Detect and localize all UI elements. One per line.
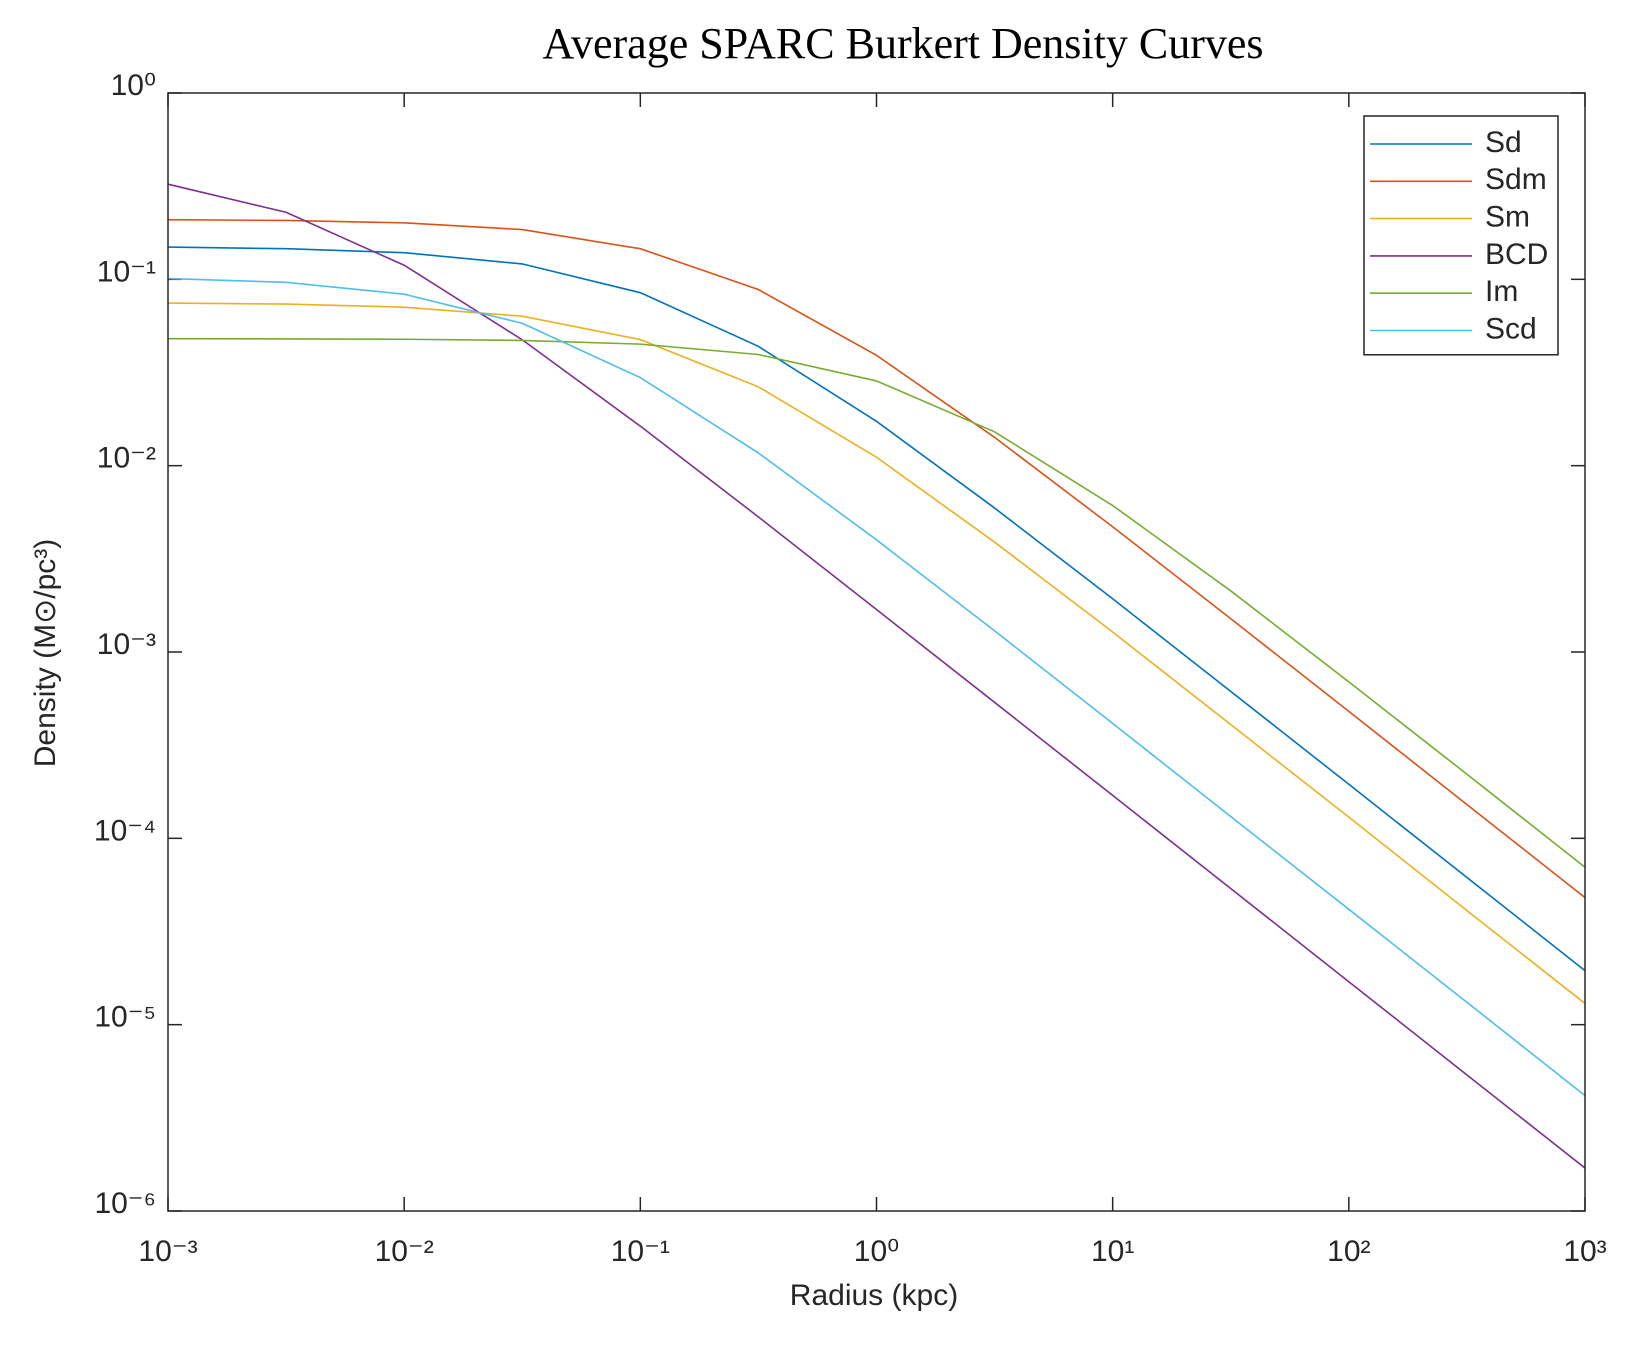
x-tick-label: 10² <box>1327 1235 1370 1268</box>
plot-frame <box>167 92 1586 1212</box>
series-line <box>167 302 1586 1005</box>
series-line <box>167 337 1586 868</box>
y-tick-label: 10⁻² <box>97 442 156 475</box>
series-line <box>167 246 1586 972</box>
legend-box <box>1363 115 1559 356</box>
x-tick-label: 10⁰ <box>854 1235 899 1268</box>
y-tick-label: 10⁻³ <box>97 628 156 661</box>
series-line <box>167 218 1586 899</box>
y-tick-label: 10⁻⁵ <box>94 1001 156 1034</box>
legend-label: Im <box>1485 275 1518 308</box>
y-tick-label: 10⁻⁴ <box>94 814 156 847</box>
x-tick-label: 10⁻³ <box>138 1235 197 1268</box>
chart-title: Average SPARC Burkert Density Curves <box>542 19 1263 68</box>
legend-label: Scd <box>1485 312 1537 345</box>
legend-label: Sm <box>1485 201 1530 234</box>
x-axis-label: Radius (kpc) <box>790 1279 958 1312</box>
x-tick-label: 10⁻¹ <box>611 1235 670 1268</box>
legend-label: Sdm <box>1485 163 1547 196</box>
legend-label: BCD <box>1485 238 1548 271</box>
y-tick-label: 10⁻¹ <box>97 255 156 288</box>
y-axis-label: Density (M⊙/pc³) <box>29 539 62 768</box>
series-line <box>167 277 1586 1097</box>
y-tick-label: 10⁰ <box>111 69 156 102</box>
x-tick-label: 10¹ <box>1091 1235 1134 1268</box>
y-tick-label: 10⁻⁶ <box>94 1187 156 1220</box>
series-line <box>167 183 1586 1169</box>
x-tick-label: 10⁻² <box>375 1235 434 1268</box>
legend-label: Sd <box>1485 126 1522 159</box>
x-tick-label: 10³ <box>1563 1235 1606 1268</box>
